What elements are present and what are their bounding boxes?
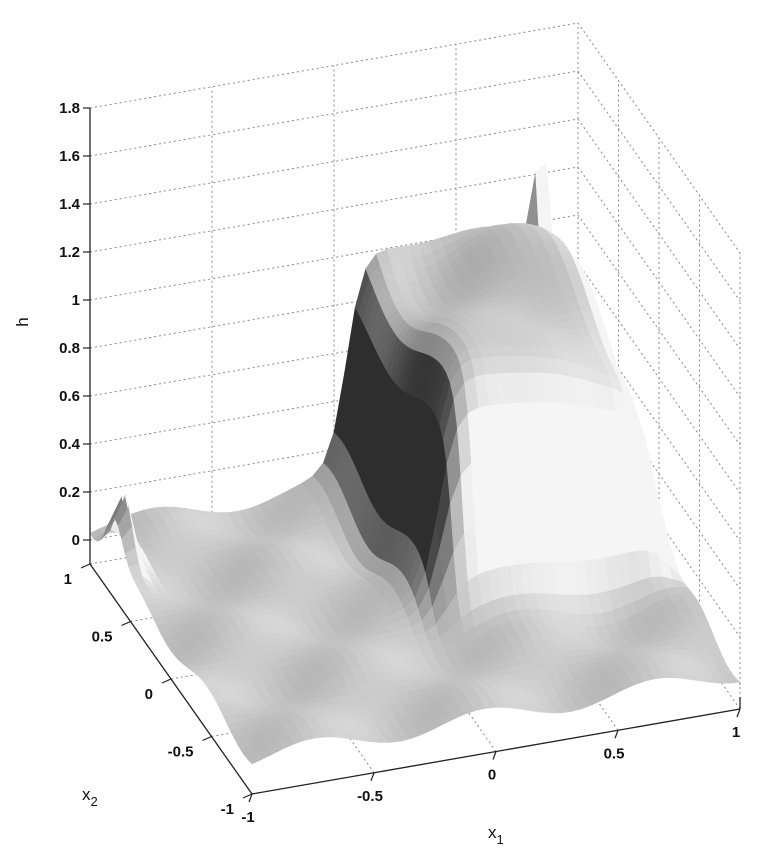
x-tick-label: -1 xyxy=(241,809,254,826)
y-tick-mark xyxy=(161,678,172,684)
y-tick-mark xyxy=(121,620,131,627)
z-tick-label: 0.4 xyxy=(59,436,81,453)
x-axis-label: x1 xyxy=(488,823,504,847)
y-tick-mark xyxy=(242,793,253,799)
surface-patch xyxy=(725,678,741,684)
z-tick-label: 1.2 xyxy=(59,244,80,261)
y-tick-label: 0 xyxy=(145,686,153,703)
z-tick-label: 1.4 xyxy=(59,196,81,213)
z-grid-line xyxy=(577,214,741,446)
y-tick-label: -1 xyxy=(221,801,234,818)
z-tick-label: 0 xyxy=(72,532,80,549)
x-tick-mark xyxy=(492,751,497,760)
y-tick-label: 1 xyxy=(64,571,72,588)
z-tick-label: 0.6 xyxy=(59,388,80,405)
z-tick-label: 1.6 xyxy=(59,148,80,165)
z-grid-line xyxy=(577,70,741,302)
z-tick-label: 1.8 xyxy=(59,100,80,117)
z-axis-label: h xyxy=(13,317,32,326)
y-axis-label: x2 xyxy=(82,785,98,809)
z-grid-line xyxy=(89,70,579,157)
surface xyxy=(89,162,741,765)
x-tick-label: 1 xyxy=(732,724,740,741)
x-tick-label: -0.5 xyxy=(357,788,383,805)
y-tick-label: -0.5 xyxy=(168,744,194,761)
x-tick-mark xyxy=(248,793,253,803)
z-tick-label: 0.8 xyxy=(59,340,80,357)
x-tick-label: 0.5 xyxy=(604,745,625,762)
y-tick-mark xyxy=(80,563,91,569)
z-tick-label: 0.2 xyxy=(59,484,80,501)
x-tick-mark xyxy=(614,730,619,739)
y-tick-label: 0.5 xyxy=(92,629,113,646)
x-tick-mark xyxy=(736,708,741,718)
x-tick-mark xyxy=(370,772,375,781)
y-tick-mark xyxy=(202,735,212,742)
x-tick-label: 0 xyxy=(488,767,496,784)
tick-labels: -1 -0.5 0 0.5 1 -1 -0.5 0 0.5 1 0 0.2 0.4 0.6 0.8 1 1.2 1… xyxy=(59,100,741,826)
z-tick-label: 1 xyxy=(72,292,80,309)
